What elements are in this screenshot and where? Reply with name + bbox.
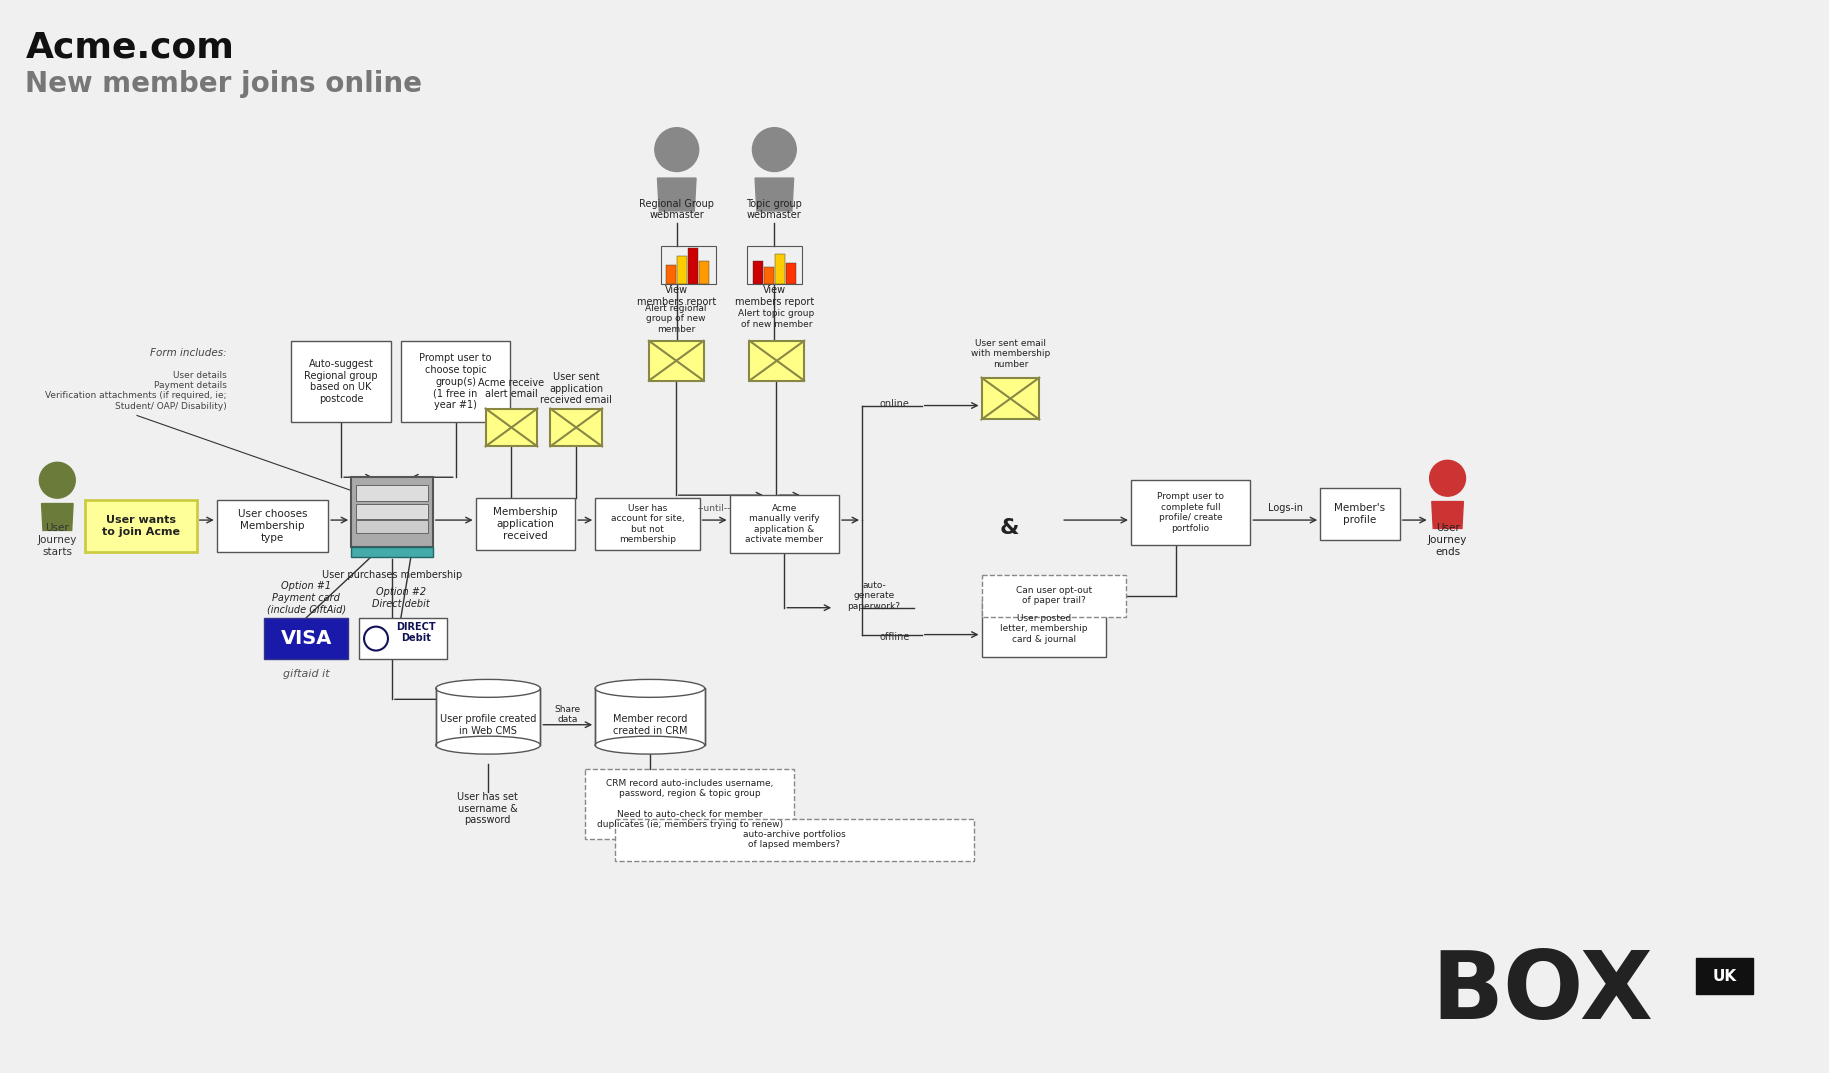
- Bar: [982, 575, 1127, 617]
- Bar: [216, 500, 327, 552]
- Text: VISA: VISA: [280, 629, 333, 648]
- Bar: [476, 498, 574, 550]
- Text: Prompt user to
choose topic
group(s)
(1 free in
year #1): Prompt user to choose topic group(s) (1 …: [419, 353, 492, 410]
- Circle shape: [40, 462, 75, 498]
- Bar: [750, 341, 805, 381]
- Text: Member record
created in CRM: Member record created in CRM: [613, 714, 688, 735]
- Bar: [649, 341, 704, 381]
- Text: online: online: [880, 398, 909, 409]
- Text: Share
data: Share data: [554, 705, 580, 724]
- Text: User sent email
with membership
number: User sent email with membership number: [971, 339, 1050, 369]
- Bar: [358, 618, 446, 660]
- Bar: [435, 689, 540, 745]
- Circle shape: [655, 128, 699, 172]
- Text: User has
account for site,
but not
membership: User has account for site, but not membe…: [611, 504, 684, 544]
- Text: User
Journey
starts: User Journey starts: [38, 524, 77, 557]
- Bar: [666, 265, 677, 284]
- Text: CRM record auto-includes username,
password, region & topic group

Need to auto-: CRM record auto-includes username, passw…: [596, 779, 783, 829]
- Bar: [730, 495, 840, 553]
- Bar: [1695, 958, 1754, 994]
- Bar: [265, 618, 348, 660]
- Bar: [775, 254, 785, 284]
- Bar: [485, 409, 538, 446]
- Text: Alert regional
group of new
member: Alert regional group of new member: [646, 304, 706, 334]
- Text: Alert topic group
of new member: Alert topic group of new member: [739, 309, 814, 328]
- Bar: [585, 769, 794, 839]
- Text: User has set
username &
password: User has set username & password: [457, 792, 518, 825]
- Bar: [351, 477, 433, 547]
- Text: View
members report: View members report: [636, 285, 717, 307]
- Bar: [677, 255, 688, 284]
- Text: Auto-suggest
Regional group
based on UK
postcode: Auto-suggest Regional group based on UK …: [304, 359, 379, 405]
- Polygon shape: [42, 503, 73, 530]
- Text: Logs-in: Logs-in: [1267, 503, 1302, 513]
- Text: User purchases membership: User purchases membership: [322, 570, 463, 579]
- Text: Option #1
Payment card
(include GiftAid): Option #1 Payment card (include GiftAid): [267, 582, 346, 615]
- Bar: [1321, 488, 1399, 540]
- Bar: [357, 503, 428, 519]
- Bar: [688, 248, 699, 284]
- Bar: [594, 498, 701, 550]
- Text: Membership
application
received: Membership application received: [494, 508, 558, 541]
- Text: Can user opt-out
of paper trail?: Can user opt-out of paper trail?: [1015, 586, 1092, 605]
- Bar: [351, 547, 433, 557]
- Text: Regional Group
webmaster: Regional Group webmaster: [640, 199, 715, 220]
- Text: auto-archive portfolios
of lapsed members?: auto-archive portfolios of lapsed member…: [743, 831, 845, 850]
- Bar: [291, 341, 391, 423]
- Circle shape: [752, 128, 796, 172]
- Text: offline: offline: [880, 632, 911, 642]
- Text: Acme
manually verify
application &
activate member: Acme manually verify application & activ…: [744, 504, 823, 544]
- Polygon shape: [657, 178, 697, 211]
- Bar: [551, 409, 602, 446]
- Bar: [594, 689, 704, 745]
- Bar: [786, 263, 796, 284]
- Bar: [357, 485, 428, 500]
- Text: User details
Payment details
Verification attachments (if required, ie;
Student/: User details Payment details Verificatio…: [46, 370, 227, 411]
- Bar: [765, 267, 774, 284]
- Bar: [982, 600, 1107, 658]
- Text: auto-
generate
paperwork?: auto- generate paperwork?: [847, 580, 900, 611]
- Text: Option #2
Direct debit: Option #2 Direct debit: [371, 587, 430, 608]
- Text: User chooses
Membership
type: User chooses Membership type: [238, 510, 307, 543]
- Text: User posted
letter, membership
card & journal: User posted letter, membership card & jo…: [1000, 614, 1088, 644]
- Text: Topic group
webmaster: Topic group webmaster: [746, 199, 803, 220]
- Polygon shape: [755, 178, 794, 211]
- Bar: [754, 262, 763, 284]
- Text: User sent
application
received email: User sent application received email: [540, 372, 613, 406]
- Bar: [357, 520, 428, 533]
- Polygon shape: [1432, 501, 1463, 528]
- Ellipse shape: [435, 679, 540, 697]
- Ellipse shape: [594, 679, 704, 697]
- Text: UK: UK: [1712, 969, 1736, 984]
- Bar: [1130, 481, 1251, 545]
- Text: New member joins online: New member joins online: [26, 70, 422, 98]
- Circle shape: [1430, 460, 1465, 496]
- Circle shape: [364, 627, 388, 650]
- Bar: [748, 246, 803, 284]
- Text: User
Journey
ends: User Journey ends: [1428, 524, 1467, 557]
- Ellipse shape: [435, 736, 540, 754]
- Bar: [660, 246, 715, 284]
- Bar: [401, 341, 510, 423]
- Text: &: &: [1000, 518, 1019, 538]
- Bar: [699, 262, 710, 284]
- Text: Acme.com: Acme.com: [26, 30, 234, 64]
- Text: Acme receive
alert email: Acme receive alert email: [479, 378, 545, 399]
- Bar: [982, 378, 1039, 420]
- Bar: [86, 500, 198, 552]
- Text: giftaid it: giftaid it: [283, 670, 329, 679]
- Ellipse shape: [594, 736, 704, 754]
- Text: View
members report: View members report: [735, 285, 814, 307]
- Text: DIRECT
Debit: DIRECT Debit: [395, 621, 435, 644]
- Text: --until--: --until--: [699, 503, 732, 513]
- Bar: [615, 819, 973, 861]
- Text: BOX: BOX: [1432, 947, 1653, 1039]
- Text: Prompt user to
complete full
profile/ create
portfolio: Prompt user to complete full profile/ cr…: [1158, 493, 1224, 532]
- Text: User wants
to join Acme: User wants to join Acme: [102, 515, 179, 536]
- Text: Form includes:: Form includes:: [150, 348, 227, 357]
- Text: Member's
profile: Member's profile: [1335, 503, 1386, 525]
- Text: User profile created
in Web CMS: User profile created in Web CMS: [439, 714, 536, 735]
